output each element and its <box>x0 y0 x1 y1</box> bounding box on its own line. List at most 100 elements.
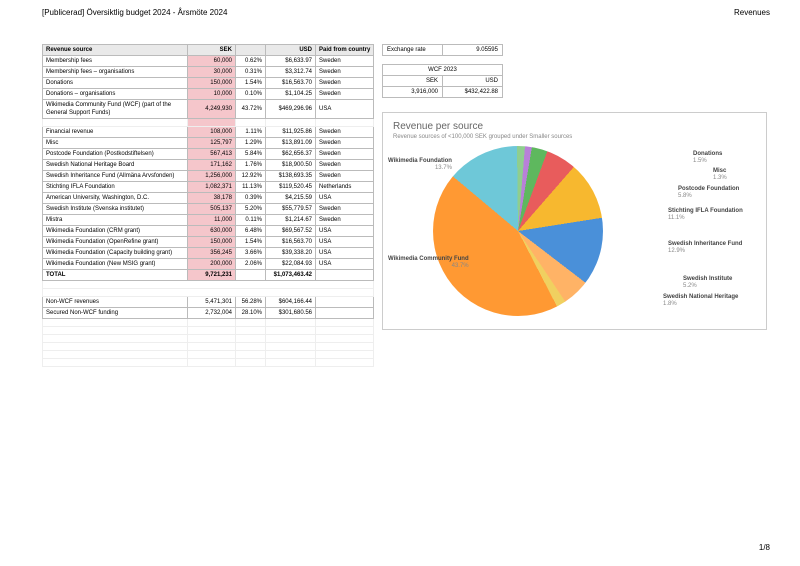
cell-usd: $4,215.59 <box>266 193 316 204</box>
cell-source: Stichting IFLA Foundation <box>43 182 188 193</box>
cell-sek: 171,162 <box>188 160 236 171</box>
cell-source: Swedish Institute (Svenska institutet) <box>43 204 188 215</box>
cell-sek: 4,249,930 <box>188 100 236 119</box>
total-row: TOTAL 9,721,231 $1,073,463.42 <box>43 270 374 281</box>
table-row: Donations150,0001.54%$16,563.70Sweden <box>43 78 374 89</box>
table-row: American University, Washington, D.C.38,… <box>43 193 374 204</box>
summary-row: Secured Non-WCF funding2,732,00428.10%$3… <box>43 308 374 319</box>
cell-pct: 43.72% <box>236 100 266 119</box>
chart-title: Revenue per source <box>393 121 756 132</box>
cell-country: Sweden <box>316 204 374 215</box>
cell-source: Membership fees <box>43 56 188 67</box>
cell-source: Donations – organisations <box>43 89 188 100</box>
cell-source: Swedish National Heritage Board <box>43 160 188 171</box>
pie-label: Swedish Inheritance Fund12.9% <box>668 241 742 255</box>
cell-pct: 0.10% <box>236 89 266 100</box>
cell-usd: $62,656.37 <box>266 149 316 160</box>
wcf-title: WCF 2023 <box>383 65 503 76</box>
cell-source: Wikimedia Foundation (New MSIG grant) <box>43 259 188 270</box>
cell-usd: $3,312.74 <box>266 67 316 78</box>
cell-sek: 356,245 <box>188 248 236 259</box>
cell-usd: $1,214.67 <box>266 215 316 226</box>
cell-pct: 12.92% <box>236 171 266 182</box>
pie-label: Swedish Institute5.2% <box>683 276 732 290</box>
cell-source: Wikimedia Foundation (Capacity building … <box>43 248 188 259</box>
wcf-usd-h: USD <box>443 76 503 87</box>
cell-sek: 11,000 <box>188 215 236 226</box>
cell-country: Sweden <box>316 149 374 160</box>
cell-country: USA <box>316 237 374 248</box>
cell-sek: 1,082,371 <box>188 182 236 193</box>
pie-label: Donations1.5% <box>693 151 722 165</box>
pie-label: Stichting IFLA Foundation11.1% <box>668 208 743 222</box>
cell-usd: $18,900.50 <box>266 160 316 171</box>
cell-pct: 0.62% <box>236 56 266 67</box>
cell-country: USA <box>316 248 374 259</box>
col-pct <box>236 45 266 56</box>
cell-pct: 1.29% <box>236 138 266 149</box>
cell-usd: $11,925.86 <box>266 127 316 138</box>
cell-sek: 108,000 <box>188 127 236 138</box>
cell-sek: 30,000 <box>188 67 236 78</box>
cell-pct: 6.48% <box>236 226 266 237</box>
cell-sek: 1,256,000 <box>188 171 236 182</box>
cell-source: Mistra <box>43 215 188 226</box>
pie-chart <box>433 146 603 316</box>
cell-country: Sweden <box>316 138 374 149</box>
cell-sek: 125,797 <box>188 138 236 149</box>
table-row: Postcode Foundation (Postkodstiftelsen)5… <box>43 149 374 160</box>
col-usd: USD <box>266 45 316 56</box>
cell-sek: 505,137 <box>188 204 236 215</box>
cell-country: Sweden <box>316 171 374 182</box>
table-row: Wikimedia Foundation (CRM grant)630,0006… <box>43 226 374 237</box>
cell-usd: $16,563.70 <box>266 237 316 248</box>
cell-source: Membership fees – organisations <box>43 67 188 78</box>
cell-sek: 150,000 <box>188 237 236 248</box>
cell-country: Sweden <box>316 56 374 67</box>
cell-sek: 38,178 <box>188 193 236 204</box>
table-row: Stichting IFLA Foundation1,082,37111.13%… <box>43 182 374 193</box>
cell-usd: $6,633.97 <box>266 56 316 67</box>
cell-source: Misc <box>43 138 188 149</box>
cell-pct: 3.66% <box>236 248 266 259</box>
wcf-usd: $432,422.88 <box>443 87 503 98</box>
table-row: Membership fees – organisations30,0000.3… <box>43 67 374 78</box>
cell-sek: 630,000 <box>188 226 236 237</box>
cell-pct: 1.54% <box>236 237 266 248</box>
page-number: 1/8 <box>759 543 770 552</box>
cell-sek: 567,413 <box>188 149 236 160</box>
wcf-sek-h: SEK <box>383 76 443 87</box>
col-source: Revenue source <box>43 45 188 56</box>
doc-title: [Publicerad] Översiktlig budget 2024 - Å… <box>42 8 227 17</box>
table-row: Wikimedia Community Fund (WCF) (part of … <box>43 100 374 119</box>
chart-subtitle: Revenue sources of <100,000 SEK grouped … <box>393 134 756 140</box>
cell-sek: 200,000 <box>188 259 236 270</box>
cell-sek: 150,000 <box>188 78 236 89</box>
table-row: Wikimedia Foundation (OpenRefine grant)1… <box>43 237 374 248</box>
pie-label: Postcode Foundation5.8% <box>678 186 739 200</box>
cell-pct: 2.06% <box>236 259 266 270</box>
exch-value: 9.05595 <box>443 45 503 56</box>
pie-label: Wikimedia Community Fund43.7% <box>388 256 469 270</box>
table-row: Mistra11,0000.11%$1,214.67Sweden <box>43 215 374 226</box>
cell-sek: 60,000 <box>188 56 236 67</box>
cell-source: Wikimedia Foundation (CRM grant) <box>43 226 188 237</box>
cell-pct: 1.76% <box>236 160 266 171</box>
cell-pct: 0.39% <box>236 193 266 204</box>
col-sek: SEK <box>188 45 236 56</box>
cell-usd: $469,296.96 <box>266 100 316 119</box>
pie-label: Wikimedia Foundation13.7% <box>388 158 452 172</box>
cell-source: American University, Washington, D.C. <box>43 193 188 204</box>
section-title: Revenues <box>734 8 770 17</box>
cell-country: Sweden <box>316 160 374 171</box>
cell-sek: 10,000 <box>188 89 236 100</box>
cell-usd: $1,104.25 <box>266 89 316 100</box>
cell-source: Donations <box>43 78 188 89</box>
summary-row: Non-WCF revenues5,471,30156.28%$604,166.… <box>43 297 374 308</box>
cell-pct: 11.13% <box>236 182 266 193</box>
cell-usd: $13,891.09 <box>266 138 316 149</box>
cell-country: USA <box>316 226 374 237</box>
cell-source: Wikimedia Community Fund (WCF) (part of … <box>43 100 188 119</box>
cell-pct: 0.31% <box>236 67 266 78</box>
pie-label: Swedish National Heritage1.8% <box>663 294 738 308</box>
